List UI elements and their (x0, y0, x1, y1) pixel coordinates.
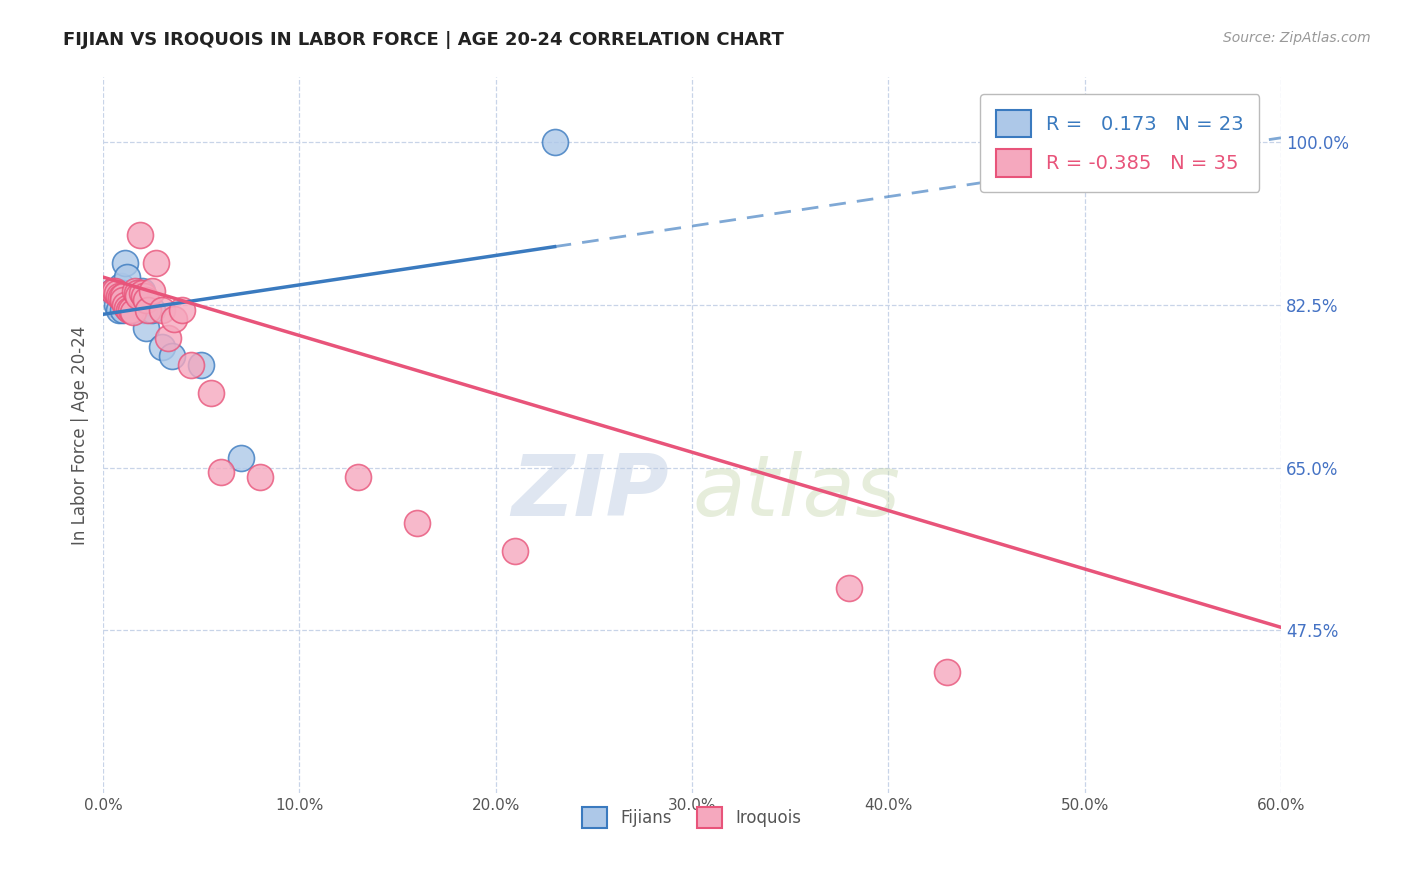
Point (110, 279, 132, 293)
Point (150, 340, 173, 354)
Point (190, 359, 212, 373)
Point (141, 284, 163, 298)
Point (229, 451, 252, 466)
Point (127, 289, 149, 303)
Point (101, 284, 124, 298)
Point (125, 298, 148, 312)
Point (120, 293, 142, 308)
Point (131, 284, 153, 298)
Point (111, 289, 134, 303)
Point (104, 284, 127, 298)
Point (150, 302, 173, 317)
Point (114, 298, 136, 312)
Point (117, 302, 139, 317)
Point (125, 285, 148, 300)
Point (105, 285, 128, 300)
Legend: Fijians, Iroquois: Fijians, Iroquois (576, 801, 808, 834)
Point (135, 293, 157, 308)
Point (117, 289, 139, 303)
Point (121, 304, 143, 318)
Text: ZIP: ZIP (510, 450, 668, 533)
Point (120, 302, 142, 317)
Point (124, 284, 146, 298)
Point (505, 544, 527, 558)
Y-axis label: In Labor Force | Age 20-24: In Labor Force | Age 20-24 (72, 326, 89, 545)
Point (131, 285, 153, 300)
Text: atlas: atlas (692, 450, 900, 533)
Text: Source: ZipAtlas.com: Source: ZipAtlas.com (1223, 31, 1371, 45)
Point (406, 516, 429, 531)
Point (108, 289, 131, 303)
Point (200, 386, 222, 401)
Point (135, 321, 157, 335)
Point (105, 298, 128, 312)
Point (936, 665, 959, 679)
Point (111, 285, 134, 300)
Point (115, 270, 138, 285)
Point (114, 256, 136, 270)
Point (101, 284, 124, 298)
Text: FIJIAN VS IROQUOIS IN LABOR FORCE | AGE 20-24 CORRELATION CHART: FIJIAN VS IROQUOIS IN LABOR FORCE | AGE … (63, 31, 785, 49)
Point (115, 301, 138, 315)
Point (249, 470, 271, 484)
Point (543, 136, 565, 150)
Point (124, 302, 146, 317)
Point (134, 302, 156, 317)
Point (110, 290, 132, 304)
Point (141, 302, 163, 317)
Point (163, 312, 186, 326)
Point (838, 582, 860, 596)
Point (121, 298, 143, 312)
Point (134, 289, 156, 303)
Point (136, 302, 159, 317)
Point (111, 293, 134, 308)
Point (156, 330, 179, 344)
Point (145, 256, 167, 270)
Point (127, 289, 149, 303)
Point (108, 302, 131, 317)
Point (209, 465, 232, 479)
Point (180, 359, 202, 373)
Point (170, 302, 193, 317)
Point (347, 470, 370, 484)
Point (129, 228, 152, 243)
Point (160, 349, 183, 363)
Point (111, 302, 134, 317)
